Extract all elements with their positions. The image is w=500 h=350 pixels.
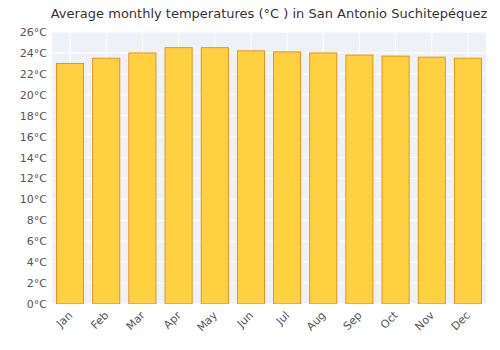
bar <box>165 48 192 304</box>
bar <box>454 58 481 304</box>
x-tick-label: Aug <box>304 309 328 333</box>
bar <box>93 58 120 304</box>
bar <box>310 53 337 304</box>
y-tick-label: 26°C <box>20 26 47 39</box>
x-tick-label: Dec <box>449 309 473 333</box>
bar <box>57 63 84 304</box>
y-tick-label: 18°C <box>20 110 47 123</box>
y-tick-label: 4°C <box>27 256 47 269</box>
x-tick-label: Mar <box>124 309 148 333</box>
x-tick-label: Apr <box>161 309 184 332</box>
y-tick-label: 6°C <box>27 235 47 248</box>
y-tick-label: 8°C <box>27 214 47 227</box>
y-tick-label: 10°C <box>20 193 47 206</box>
y-tick-label: 16°C <box>20 131 47 144</box>
bar <box>274 52 301 304</box>
y-tick-label: 14°C <box>20 152 47 165</box>
x-tick-label: Oct <box>378 308 401 331</box>
bar <box>418 57 445 304</box>
title: Average monthly temperatures (°C ) in Sa… <box>51 6 488 21</box>
x-tick-label: Sep <box>341 309 365 333</box>
x-tick-label: Jan <box>53 309 75 331</box>
x-tick-label: Feb <box>88 309 111 332</box>
bar <box>237 51 264 304</box>
x-tick-label: May <box>195 309 221 335</box>
y-tick-label: 12°C <box>20 172 47 185</box>
bars <box>57 48 482 304</box>
y-tick-label: 22°C <box>20 68 47 81</box>
grid <box>52 32 486 304</box>
bar <box>201 48 228 304</box>
plot-background <box>52 32 486 304</box>
bar <box>346 55 373 304</box>
bar <box>382 56 409 304</box>
chart: Average monthly temperatures (°C ) in Sa… <box>0 0 500 350</box>
x-tick-label: Jun <box>234 309 256 331</box>
y-grid-line <box>52 52 486 53</box>
chart-container: Average monthly temperatures (°C ) in Sa… <box>0 0 500 350</box>
y-tick-label: 24°C <box>20 47 47 60</box>
y-grid-line <box>52 32 486 33</box>
bar <box>129 53 156 304</box>
y-tick-label: 2°C <box>27 277 47 290</box>
x-tick-label: Jul <box>273 309 292 328</box>
y-tick-label: 20°C <box>20 89 47 102</box>
y-tick-label: 0°C <box>27 298 47 311</box>
x-tick-label: Nov <box>412 309 437 334</box>
